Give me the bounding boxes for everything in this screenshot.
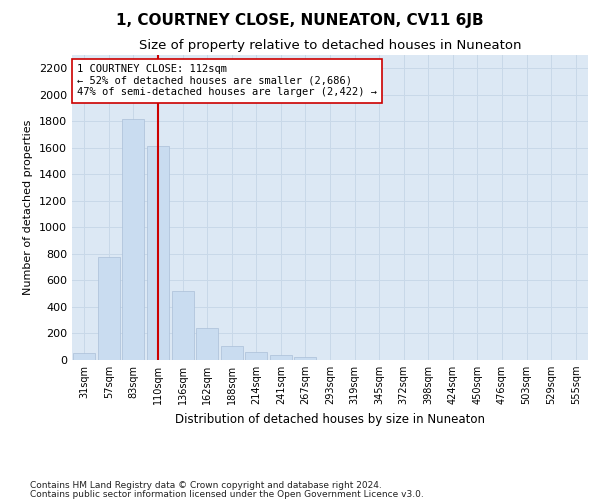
Bar: [98, 257, 120, 360]
Text: Contains HM Land Registry data © Crown copyright and database right 2024.: Contains HM Land Registry data © Crown c…: [30, 481, 382, 490]
Text: Contains public sector information licensed under the Open Government Licence v3: Contains public sector information licen…: [30, 490, 424, 499]
Bar: [270, 355, 292, 360]
Bar: [172, 291, 194, 360]
Text: 1 COURTNEY CLOSE: 112sqm
← 52% of detached houses are smaller (2,686)
47% of sem: 1 COURTNEY CLOSE: 112sqm ← 52% of detach…: [77, 64, 377, 98]
Bar: [196, 328, 218, 360]
Bar: [245, 352, 268, 360]
Text: 1, COURTNEY CLOSE, NUNEATON, CV11 6JB: 1, COURTNEY CLOSE, NUNEATON, CV11 6JB: [116, 12, 484, 28]
Bar: [73, 352, 95, 360]
Title: Size of property relative to detached houses in Nuneaton: Size of property relative to detached ho…: [139, 40, 521, 52]
Bar: [295, 358, 316, 360]
Bar: [147, 146, 169, 360]
Bar: [122, 118, 145, 360]
Bar: [221, 346, 243, 360]
Y-axis label: Number of detached properties: Number of detached properties: [23, 120, 34, 295]
X-axis label: Distribution of detached houses by size in Nuneaton: Distribution of detached houses by size …: [175, 412, 485, 426]
